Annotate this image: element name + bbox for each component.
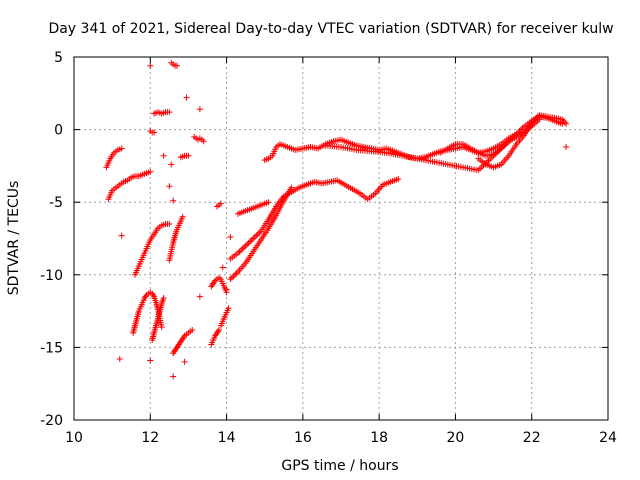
- data-point: [265, 199, 272, 206]
- data-point: [173, 62, 180, 69]
- data-point: [180, 334, 187, 341]
- data-point: [211, 279, 218, 286]
- data-point: [254, 231, 261, 238]
- data-point: [288, 184, 295, 191]
- data-point: [189, 326, 196, 333]
- data-point: [559, 116, 566, 123]
- plot-frame: [73, 56, 609, 421]
- data-point: [247, 238, 254, 245]
- data-point: [181, 358, 188, 365]
- data-point: [166, 220, 173, 227]
- data-point: [147, 62, 154, 69]
- y-tick-label: -15: [40, 340, 63, 356]
- data-point: [147, 357, 154, 364]
- data-point: [116, 356, 123, 363]
- data-point: [179, 213, 186, 220]
- data-point: [142, 293, 149, 300]
- data-point: [215, 326, 222, 333]
- data-point: [118, 232, 125, 239]
- data-point: [166, 183, 173, 190]
- data-point: [248, 236, 255, 243]
- data-point: [150, 292, 157, 299]
- data-point: [200, 138, 207, 145]
- chart-title: Day 341 of 2021, Sidereal Day-to-day VTE…: [48, 21, 613, 37]
- data-point: [563, 120, 570, 127]
- data-point: [170, 197, 177, 204]
- data-point: [245, 239, 252, 246]
- data-point: [196, 293, 203, 300]
- y-tick-label: -5: [49, 195, 63, 211]
- data-point: [223, 286, 230, 293]
- x-tick-label: 10: [65, 430, 83, 446]
- data-point: [225, 305, 232, 312]
- data-point: [561, 119, 568, 126]
- data-point: [217, 200, 224, 207]
- data-point: [170, 373, 177, 380]
- data-point: [219, 264, 226, 271]
- data-point: [239, 245, 246, 252]
- data-series-sdtvar: [103, 59, 570, 380]
- data-point: [151, 129, 158, 136]
- data-point: [228, 274, 235, 281]
- data-point: [518, 126, 525, 133]
- x-tick-label: 12: [141, 430, 159, 446]
- x-tick-label: 14: [218, 430, 236, 446]
- data-point: [166, 109, 173, 116]
- x-tick-label: 20: [447, 430, 465, 446]
- data-point: [253, 232, 260, 239]
- data-point: [250, 235, 257, 242]
- x-tick-label: 22: [523, 430, 541, 446]
- data-point: [183, 94, 190, 101]
- x-tick-label: 24: [599, 430, 617, 446]
- x-tick-label: 18: [370, 430, 388, 446]
- data-point: [563, 144, 570, 151]
- data-point: [227, 276, 234, 283]
- data-point: [238, 247, 245, 254]
- data-point: [230, 273, 237, 280]
- data-point: [236, 248, 243, 255]
- data-point: [160, 295, 167, 302]
- data-point: [395, 175, 402, 182]
- data-point: [241, 244, 248, 251]
- data-point: [513, 130, 520, 137]
- axes: 10 12 14 16 18 20 22 24 5 0 -5 -10 -15 -20: [40, 50, 617, 446]
- y-tick-label: -20: [40, 413, 63, 429]
- data-point: [158, 324, 165, 331]
- data-point: [251, 234, 258, 241]
- data-point: [147, 168, 154, 175]
- data-point: [118, 145, 125, 152]
- data-point: [160, 152, 167, 159]
- y-tick-label: 0: [54, 123, 63, 139]
- data-point: [227, 234, 234, 241]
- data-point: [214, 328, 221, 335]
- x-axis-label: GPS time / hours: [281, 458, 398, 474]
- data-point: [196, 106, 203, 113]
- data-point: [242, 242, 249, 249]
- data-point: [168, 161, 175, 168]
- data-point: [256, 229, 263, 236]
- data-point: [244, 241, 251, 248]
- data-point: [233, 270, 240, 277]
- y-axis-label: SDTVAR / TECUs: [6, 181, 22, 296]
- data-point: [560, 117, 567, 124]
- data-point: [185, 152, 192, 159]
- y-tick-label: -10: [40, 268, 63, 284]
- y-tick-label: 5: [54, 50, 63, 66]
- x-tick-label: 16: [294, 430, 312, 446]
- data-point: [231, 271, 238, 278]
